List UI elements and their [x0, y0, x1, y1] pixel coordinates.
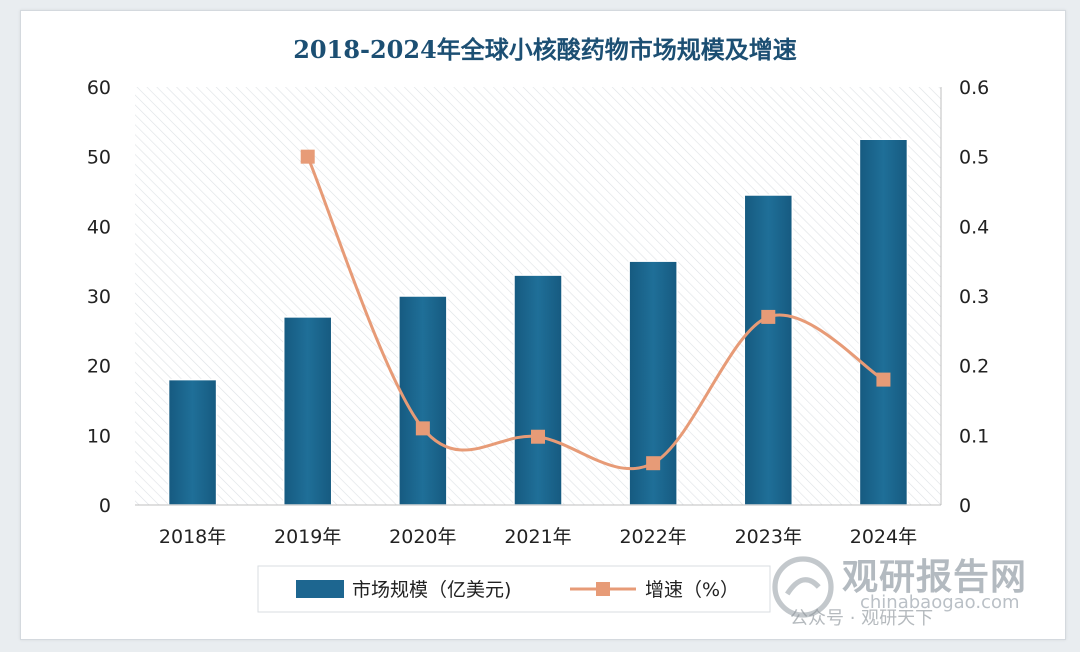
right-tick-label: 0.6 — [959, 77, 989, 99]
line-point — [646, 456, 661, 471]
watermark-url: chinabaogao.com — [860, 592, 1020, 613]
left-tick-label: 50 — [87, 147, 111, 169]
line-point — [876, 372, 891, 387]
bar — [398, 295, 448, 506]
right-tick-label: 0 — [959, 495, 971, 517]
x-tick-label: 2021年 — [504, 526, 571, 548]
left-tick-label: 60 — [87, 77, 111, 99]
x-tick-label: 2024年 — [850, 526, 917, 548]
right-tick-label: 0.5 — [959, 147, 989, 169]
right-tick-label: 0.3 — [959, 286, 989, 308]
right-tick-label: 0.2 — [959, 356, 989, 378]
line-point — [761, 309, 776, 324]
right-tick-label: 0.1 — [959, 425, 989, 447]
line-point — [531, 429, 545, 444]
line-point — [415, 421, 430, 436]
legend-bar-label: 市场规模（亿美元) — [352, 579, 511, 601]
bar — [513, 274, 563, 506]
legend-line-label: 增速（%） — [645, 579, 739, 601]
bar — [743, 194, 794, 506]
bar — [282, 316, 333, 506]
legend-bar-swatch — [296, 580, 344, 598]
watermark-logo-icon — [772, 556, 834, 618]
left-tick-label: 30 — [87, 286, 111, 308]
right-axis-ticks: 0 0.1 0.2 0.3 0.4 0.5 0.6 — [959, 77, 989, 517]
right-tick-label: 0.4 — [959, 216, 989, 238]
x-tick-label: 2022年 — [619, 526, 686, 548]
line-series — [300, 149, 891, 471]
chart-title: 2018-2024年全球小核酸药物市场规模及增速 — [293, 35, 797, 64]
watermark-brand: 观研报告网 — [842, 557, 1028, 598]
left-axis-ticks: 0 10 20 30 40 50 60 — [87, 77, 111, 517]
x-tick-label: 2020年 — [389, 526, 456, 548]
x-tick-label: 2023年 — [735, 526, 802, 548]
x-tick-label: 2018年 — [159, 526, 226, 548]
legend-line-marker — [596, 582, 610, 596]
bar — [167, 378, 218, 506]
x-tick-label: 2019年 — [274, 526, 341, 548]
left-tick-label: 0 — [99, 495, 111, 517]
left-tick-label: 10 — [87, 425, 111, 447]
bar-series — [167, 138, 909, 506]
x-axis-labels: 2018年 2019年 2020年 2021年 2022年 2023年 2024年 — [159, 526, 917, 548]
left-tick-label: 40 — [87, 216, 111, 238]
left-tick-label: 20 — [87, 356, 111, 378]
watermark-publisher: 公众号 · 观研天下 — [790, 608, 934, 629]
bar — [858, 138, 909, 506]
line-point — [300, 149, 315, 164]
